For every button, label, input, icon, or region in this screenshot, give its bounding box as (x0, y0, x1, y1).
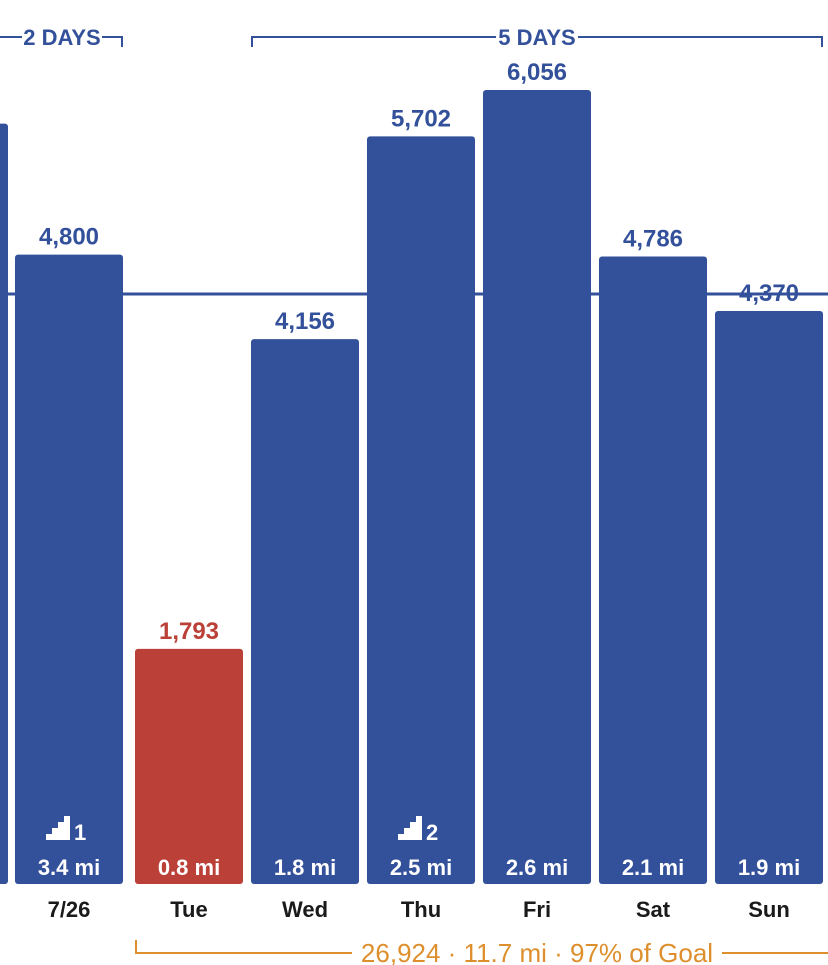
floors-indicator: 2 (398, 816, 438, 845)
distance-label: 2.5 mi (390, 855, 452, 880)
bar-value-label: 4,156 (275, 308, 335, 335)
streak-bracket-5-days: 5 DAYS (251, 25, 823, 50)
bar-wed[interactable] (251, 339, 359, 884)
x-axis-label: Tue (170, 897, 207, 922)
distance-label: 2.1 mi (622, 855, 684, 880)
bar-thu[interactable] (367, 136, 475, 884)
bar-value-label: 4,786 (623, 226, 683, 253)
floors-indicator: 1 (46, 816, 86, 845)
bar-value-label: 4,800 (39, 224, 99, 251)
distance-label: 1.8 mi (274, 855, 336, 880)
distance-label: 0.8 mi (158, 855, 220, 880)
x-axis-label: Thu (401, 897, 441, 922)
summary-bracket: 26,924 · 11.7 mi · 97% of Goal (135, 938, 828, 965)
floors-count: 1 (74, 820, 86, 845)
x-axis-label: Fri (523, 897, 551, 922)
distance-label: 3.4 mi (38, 855, 100, 880)
summary-text: 26,924 · 11.7 mi · 97% of Goal (361, 938, 713, 965)
streak-label-5-days: 5 DAYS (498, 25, 575, 50)
distance-label: 2.6 mi (506, 855, 568, 880)
bar-sat[interactable] (599, 256, 707, 884)
bar-tue[interactable] (135, 648, 243, 884)
bar-value-label: 4,370 (739, 280, 799, 307)
x-axis-label: Sun (748, 897, 790, 922)
stairs-icon (398, 816, 422, 840)
bar-value-label: 6,056 (507, 59, 567, 86)
bar-7-26[interactable] (15, 254, 123, 884)
distance-label: 1.9 mi (738, 855, 800, 880)
floors-count: 2 (426, 820, 438, 845)
x-axis-label: Wed (282, 897, 328, 922)
bar-fri[interactable] (483, 90, 591, 884)
bar-sun[interactable] (715, 311, 823, 884)
bar-value-label: 1,793 (159, 618, 219, 645)
streak-label-2-days: 2 DAYS (23, 25, 100, 50)
x-axis-label: 7/26 (48, 897, 91, 922)
stairs-icon (46, 816, 70, 840)
bar-previous[interactable] (0, 123, 8, 884)
streak-bracket-2-days: 2 DAYS (0, 25, 123, 50)
bars-layer (0, 90, 823, 884)
bar-value-label: 5,702 (391, 105, 451, 132)
bar-overlay-layer: 4,800 3.4 mi 1 7/26 1,793 0.8 mi Tue 4,156 1.8 m… (38, 59, 800, 922)
x-axis-label: Sat (636, 897, 671, 922)
